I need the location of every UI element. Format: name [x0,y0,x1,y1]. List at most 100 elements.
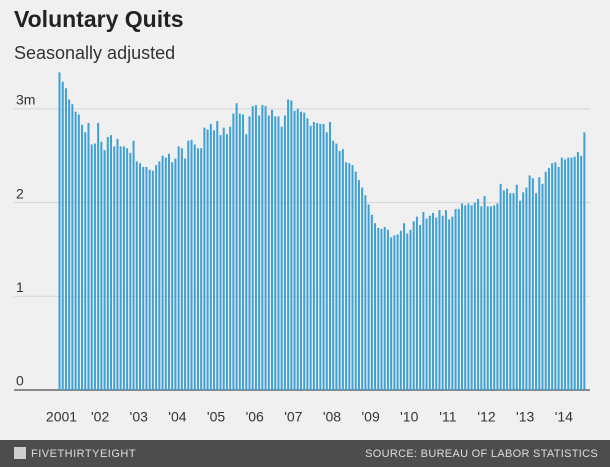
bar [357,180,360,390]
bar [522,192,525,390]
bar [103,150,106,390]
bar [300,111,302,390]
bar [361,187,364,390]
bar [341,149,344,390]
bar [422,211,425,390]
bar [148,169,151,390]
source: SOURCE: BUREAU OF LABOR STATISTICS [365,448,598,460]
bar [68,99,71,390]
bar [525,187,528,390]
bar [71,104,74,390]
chart-subtitle: Seasonally adjusted [14,43,175,63]
bar [496,203,499,390]
bar [277,116,280,391]
bar [335,143,338,390]
bar [309,125,312,391]
bar [248,116,251,391]
bar [328,122,331,390]
bar [338,151,341,390]
bar [470,205,473,390]
bar [106,137,109,390]
bar [509,193,512,390]
bar [444,210,447,390]
bar [61,81,64,391]
bar [354,171,357,390]
bar [383,226,386,390]
bar [261,105,264,390]
bar [512,193,515,390]
bar [296,108,299,391]
y-tick-label: 2 [16,185,24,201]
bar [274,116,277,391]
bar [351,165,354,390]
x-tick-label: '11 [439,409,456,425]
x-tick-label: '08 [323,409,341,425]
x-tick-label: '10 [400,409,418,425]
bar [322,123,325,390]
bar [209,123,212,390]
bar [245,134,248,390]
bar [271,109,274,390]
bar [158,161,161,390]
x-tick-label: '05 [207,409,225,425]
bar [428,215,431,390]
y-tick-label: 1 [16,279,24,295]
x-tick-label: '09 [361,409,379,425]
bar [564,159,567,390]
bar [499,183,502,390]
x-tick-label: '02 [91,409,109,425]
bar [325,132,328,390]
bar [206,129,209,390]
bar [64,88,67,390]
bar [502,190,505,390]
bar [570,157,573,390]
bar [560,157,563,390]
y-tick-label: 0 [16,373,24,389]
bar [486,206,489,390]
bar [84,132,87,390]
bar [332,140,335,390]
bar [567,157,570,390]
x-tick-label: '03 [130,409,148,425]
bar [264,106,267,391]
bar [303,112,306,390]
bar [90,144,93,390]
bar [412,221,415,390]
bar [58,72,61,391]
bar [419,225,422,390]
bar [531,178,534,390]
bar [235,103,238,390]
bar [316,122,319,390]
bar [139,163,141,390]
bar [432,212,435,390]
bar [364,195,367,390]
bar [483,196,486,390]
bar [467,203,470,390]
bar [216,121,219,391]
bar [493,205,496,390]
bar [451,216,454,390]
bar [164,157,167,390]
bar [287,99,290,390]
bar [377,227,380,390]
bar [129,152,132,390]
bar [126,148,129,390]
y-tick-label: 3m [16,92,35,108]
bar [200,148,203,390]
bar [438,210,441,390]
bar [180,148,183,390]
x-tick-label: '14 [555,409,573,425]
bar [576,152,579,390]
bar [93,143,96,390]
bar [251,106,254,391]
bar [74,111,77,390]
bar [238,113,241,391]
chart-title: Voluntary Quits [14,6,184,32]
bar [119,146,122,390]
bar [232,113,235,391]
bar [113,146,116,390]
bar [547,167,550,390]
bar [425,218,428,390]
bar [196,148,199,390]
